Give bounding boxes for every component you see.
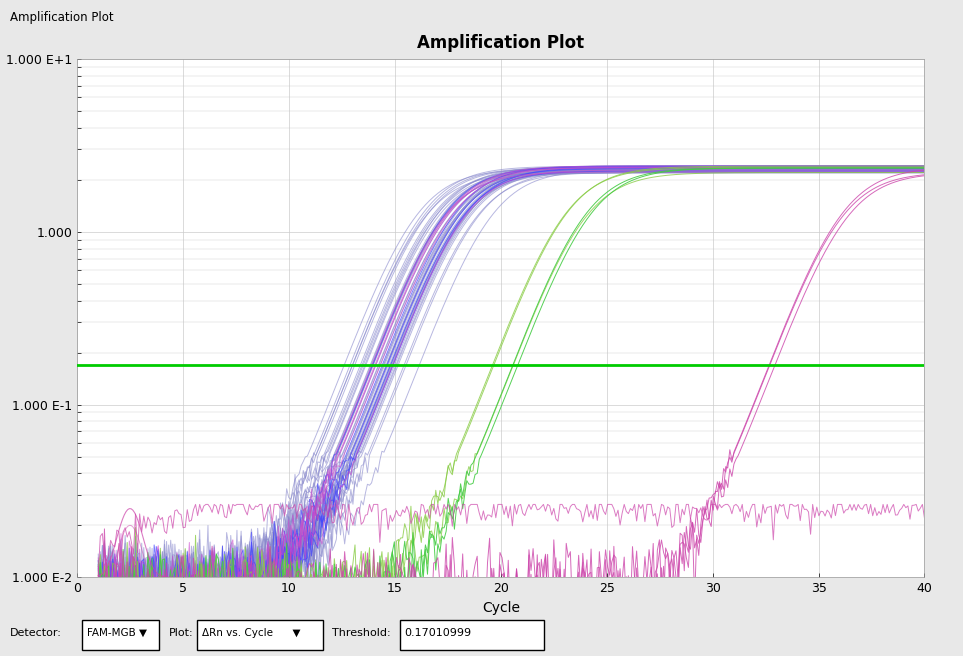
X-axis label: Cycle: Cycle xyxy=(482,601,520,615)
Text: ΔRn vs. Cycle      ▼: ΔRn vs. Cycle ▼ xyxy=(202,628,300,638)
Title: Amplification Plot: Amplification Plot xyxy=(417,34,585,52)
Text: FAM-MGB ▼: FAM-MGB ▼ xyxy=(87,628,146,638)
Text: Threshold:: Threshold: xyxy=(332,628,391,638)
FancyBboxPatch shape xyxy=(82,620,159,649)
FancyBboxPatch shape xyxy=(197,620,323,649)
Text: Plot:: Plot: xyxy=(169,628,194,638)
Text: 0.17010999: 0.17010999 xyxy=(404,628,472,638)
Text: Amplification Plot: Amplification Plot xyxy=(10,11,114,24)
Text: Detector:: Detector: xyxy=(10,628,62,638)
FancyBboxPatch shape xyxy=(400,620,544,649)
